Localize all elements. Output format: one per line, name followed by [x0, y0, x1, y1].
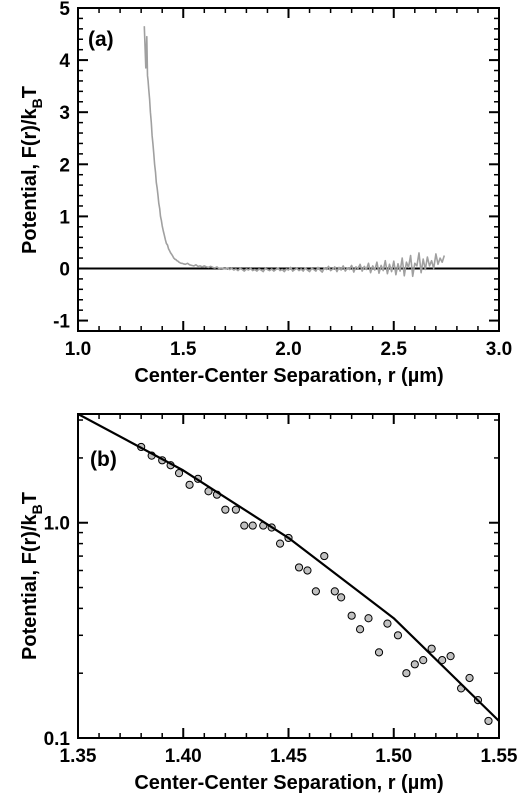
panel-b-data-point: [275, 539, 285, 548]
panel-b-data-point: [294, 563, 304, 572]
panel-b-data-point: [438, 656, 447, 665]
panel-b-data-point: [248, 521, 257, 530]
panel-b-data-point: [320, 551, 329, 561]
panel-b-x-tick-label: 1.55: [481, 746, 518, 767]
panel-b-data-point: [303, 566, 312, 575]
panel-a-ticks: 1.0 1.5 2.0 2.5 3.0 -1 0 1 2 3 4 5: [53, 0, 512, 360]
panel-a-x-tick-label: 2.5: [381, 339, 408, 360]
panel-b-x-tick-label: 1.40: [165, 746, 202, 767]
panel-a-frame: [77, 7, 500, 332]
panel-b-data-point: [393, 631, 403, 640]
panel-b-data-point: [383, 619, 392, 628]
panel-b-data-point: [337, 593, 346, 602]
panel-b-y-axis-title-subscript: B: [29, 504, 45, 514]
panel-b-x-tick-label: 1.45: [270, 746, 307, 767]
panel-b-data-point: [231, 505, 240, 514]
panel-a-x-tick-label: 2.0: [275, 339, 301, 360]
panel-b-data-point: [402, 669, 411, 678]
panel-a-y-axis-title: Potential, F(r)/kBT: [19, 86, 45, 254]
panel-b-data-point: [185, 480, 194, 489]
panel-b-data-point: [410, 660, 419, 669]
panel-b-y-axis-title: Potential, F(r)/kBT: [19, 492, 45, 660]
panel-a-series-line-0: [143, 26, 446, 278]
panel-b-data-point: [174, 469, 184, 478]
panel-b-data-point: [347, 611, 356, 620]
panel-b-data-point: [419, 656, 428, 665]
panel-a-x-axis-title: Center-Center Separation, r (µm): [134, 365, 443, 387]
panel-b-data-point: [240, 521, 249, 530]
panel-b-frame: [77, 413, 500, 739]
panel-a-x-tick-label: 1.5: [170, 339, 197, 360]
panel-a-y-tick-label: 0: [59, 259, 70, 280]
panel-b-y-tick-label: 0.1: [44, 729, 71, 750]
panel-b-data-point: [374, 648, 384, 657]
panel-b-data-point: [484, 716, 493, 726]
panel-a-y-tick-label: -1: [53, 312, 70, 333]
panel-a-y-tick-label: 1: [59, 207, 70, 228]
panel-a-y-tick-label: 3: [59, 103, 70, 124]
panel-b-data-point: [355, 625, 365, 634]
panel-b-y-tick-label: 1.0: [44, 514, 70, 535]
panel-b-data-point: [221, 505, 230, 514]
panel-a-y-tick-label: 5: [59, 0, 70, 20]
panel-b-data-point: [427, 644, 436, 653]
panel-a-plot-area: [78, 26, 499, 278]
panel-b-data-point: [330, 587, 339, 596]
panel-a-label: (a): [88, 28, 114, 51]
panel-b-x-tick-label: 1.50: [375, 746, 412, 767]
panel-a: 1.0 1.5 2.0 2.5 3.0 -1 0 1 2 3 4 5 (a) Center-Cente…: [19, 0, 512, 387]
panel-b-data-point: [446, 652, 455, 661]
panel-b-plot-area: [78, 414, 499, 726]
panel-b-series-line-1: [78, 414, 499, 722]
panel-b-y-axis-title-tail: T: [19, 492, 41, 504]
panel-a-x-tick-label: 3.0: [486, 339, 512, 360]
panel-a-y-axis-title-main: Potential, F(r)/k: [19, 108, 41, 254]
panel-a-y-axis-title-subscript: B: [29, 98, 45, 108]
panel-b-x-tick-label: 1.35: [60, 746, 97, 767]
panel-b-data-point: [364, 614, 373, 623]
panel-b-y-axis-title-main: Potential, F(r)/k: [19, 514, 41, 660]
panel-b-x-axis-title: Center-Center Separation, r (µm): [134, 772, 443, 794]
panel-b-data-point: [465, 673, 474, 683]
panel-a-y-tick-label: 4: [59, 51, 70, 72]
panel-b-label: (b): [90, 448, 117, 471]
panel-a-x-tick-label: 1.0: [65, 339, 91, 360]
panel-a-y-tick-label: 2: [59, 155, 70, 176]
panel-b-data-point: [311, 587, 320, 596]
panel-b: 1.35 1.40 1.45 1.50 1.55 0.1 1.0 (b) Center-Ce…: [19, 413, 518, 794]
panel-b-ticks: 1.35 1.40 1.45 1.50 1.55 0.1 1.0: [44, 414, 518, 767]
panel-a-y-axis-title-tail: T: [19, 86, 41, 98]
